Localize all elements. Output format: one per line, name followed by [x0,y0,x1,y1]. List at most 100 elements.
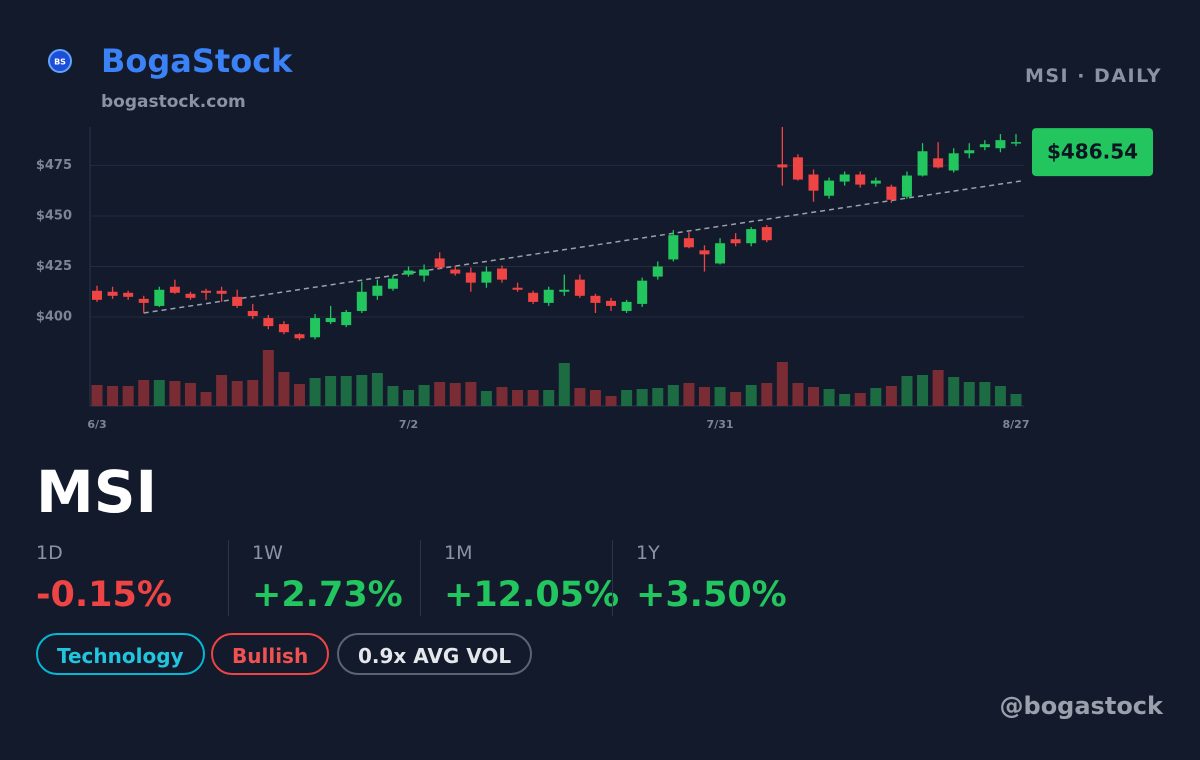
candle-body [356,291,367,311]
candle-body [1011,142,1021,144]
candle-body [590,295,601,303]
y-tick-label: $450 [36,208,72,223]
stat-period: 1M [444,542,473,564]
candle-body [839,174,850,182]
candle-body [263,318,274,327]
volume-bar [91,385,103,406]
volume-bar [262,350,274,406]
volume-bar [948,377,960,406]
volume-bar [652,388,664,406]
candle-body [746,229,757,244]
candle-body [777,164,788,168]
volume-bar [480,391,492,406]
volume-bar [512,390,524,406]
candle-body [886,186,897,200]
volume-bar [434,382,446,406]
y-tick-label: $475 [36,158,72,173]
candle-body [325,318,336,323]
candle-body [917,151,928,176]
candle-body [310,318,321,338]
volume-bar [122,386,134,406]
candle-body [948,153,959,171]
volume-bar [231,381,243,406]
volume-bar [885,386,897,406]
volume-bar [605,396,617,406]
volume-bar [387,386,399,406]
volume-bar [216,375,228,406]
ticker: MSI [36,458,158,526]
site: bogastock.com [101,92,246,112]
candle-body [870,180,881,184]
volume-bar [621,390,633,406]
tag: Bullish [211,633,330,675]
candle-body [699,250,710,255]
candle-body [481,271,492,283]
volume-bar [667,385,679,406]
stat-period: 1Y [636,542,660,564]
tag: 0.9x AVG VOL [337,633,533,675]
volume-bar [247,380,259,406]
logo-text: BS [54,58,66,67]
stat-divider [420,540,421,616]
volume-bar [558,363,570,406]
stat-divider [228,540,229,616]
candle-body [201,290,212,293]
volume-bar [293,384,305,406]
volume-bar [917,375,929,406]
candle-body [901,175,912,197]
candle-body [855,174,866,185]
candle-body [559,289,570,292]
volume-bar [278,372,290,406]
stat-period: 1W [252,542,283,564]
candle-body [637,280,648,304]
candle-body [450,269,461,274]
candle-body [247,310,258,317]
candle-body [278,324,289,333]
candle-body [216,290,227,294]
candle-body [419,269,430,276]
volume-bar [449,383,461,406]
volume-bar [792,383,804,406]
candle-body [528,292,539,302]
stat-value: -0.15% [36,575,172,615]
candle-body [730,239,741,244]
price-badge [1032,128,1153,177]
candle-body [372,285,383,296]
volume-bar [340,376,352,406]
candle-body [107,291,118,296]
candle-body [824,180,835,196]
candle-body [668,235,679,260]
candle-body [964,150,975,154]
candle-body [543,289,554,303]
brand: BogaStock [101,42,293,80]
volume-bar [808,387,820,406]
candle-body [574,279,585,296]
candle-body [606,300,617,306]
volume-bar [776,362,788,406]
volume-bar [683,383,695,406]
volume-bar [496,387,508,406]
stat-divider [612,540,613,616]
volume-bar [839,394,851,406]
tag: Technology [36,633,205,675]
volume-bar [107,386,119,406]
price-badge-label: $486.54 [1047,140,1138,164]
volume-bar [994,386,1006,406]
x-tick-label: 6/3 [87,418,106,431]
candle-body [154,289,165,306]
volume-bar [138,380,150,406]
volume-bar [153,380,165,406]
volume-bar [200,392,212,406]
candle-body [185,293,196,298]
candle-body [138,298,149,303]
chart: BS $400 $425 $450 $475 6/3 7/2 7/31 8/27 $486.54 [36,49,1153,431]
handle: @bogastock [999,692,1163,720]
candle-body [715,243,726,264]
volume-bar [854,393,866,406]
volume-bar [371,373,383,406]
candle-body [808,174,819,191]
volume-bar [714,387,726,406]
candle-body [123,292,134,297]
volume-bar [761,383,773,406]
